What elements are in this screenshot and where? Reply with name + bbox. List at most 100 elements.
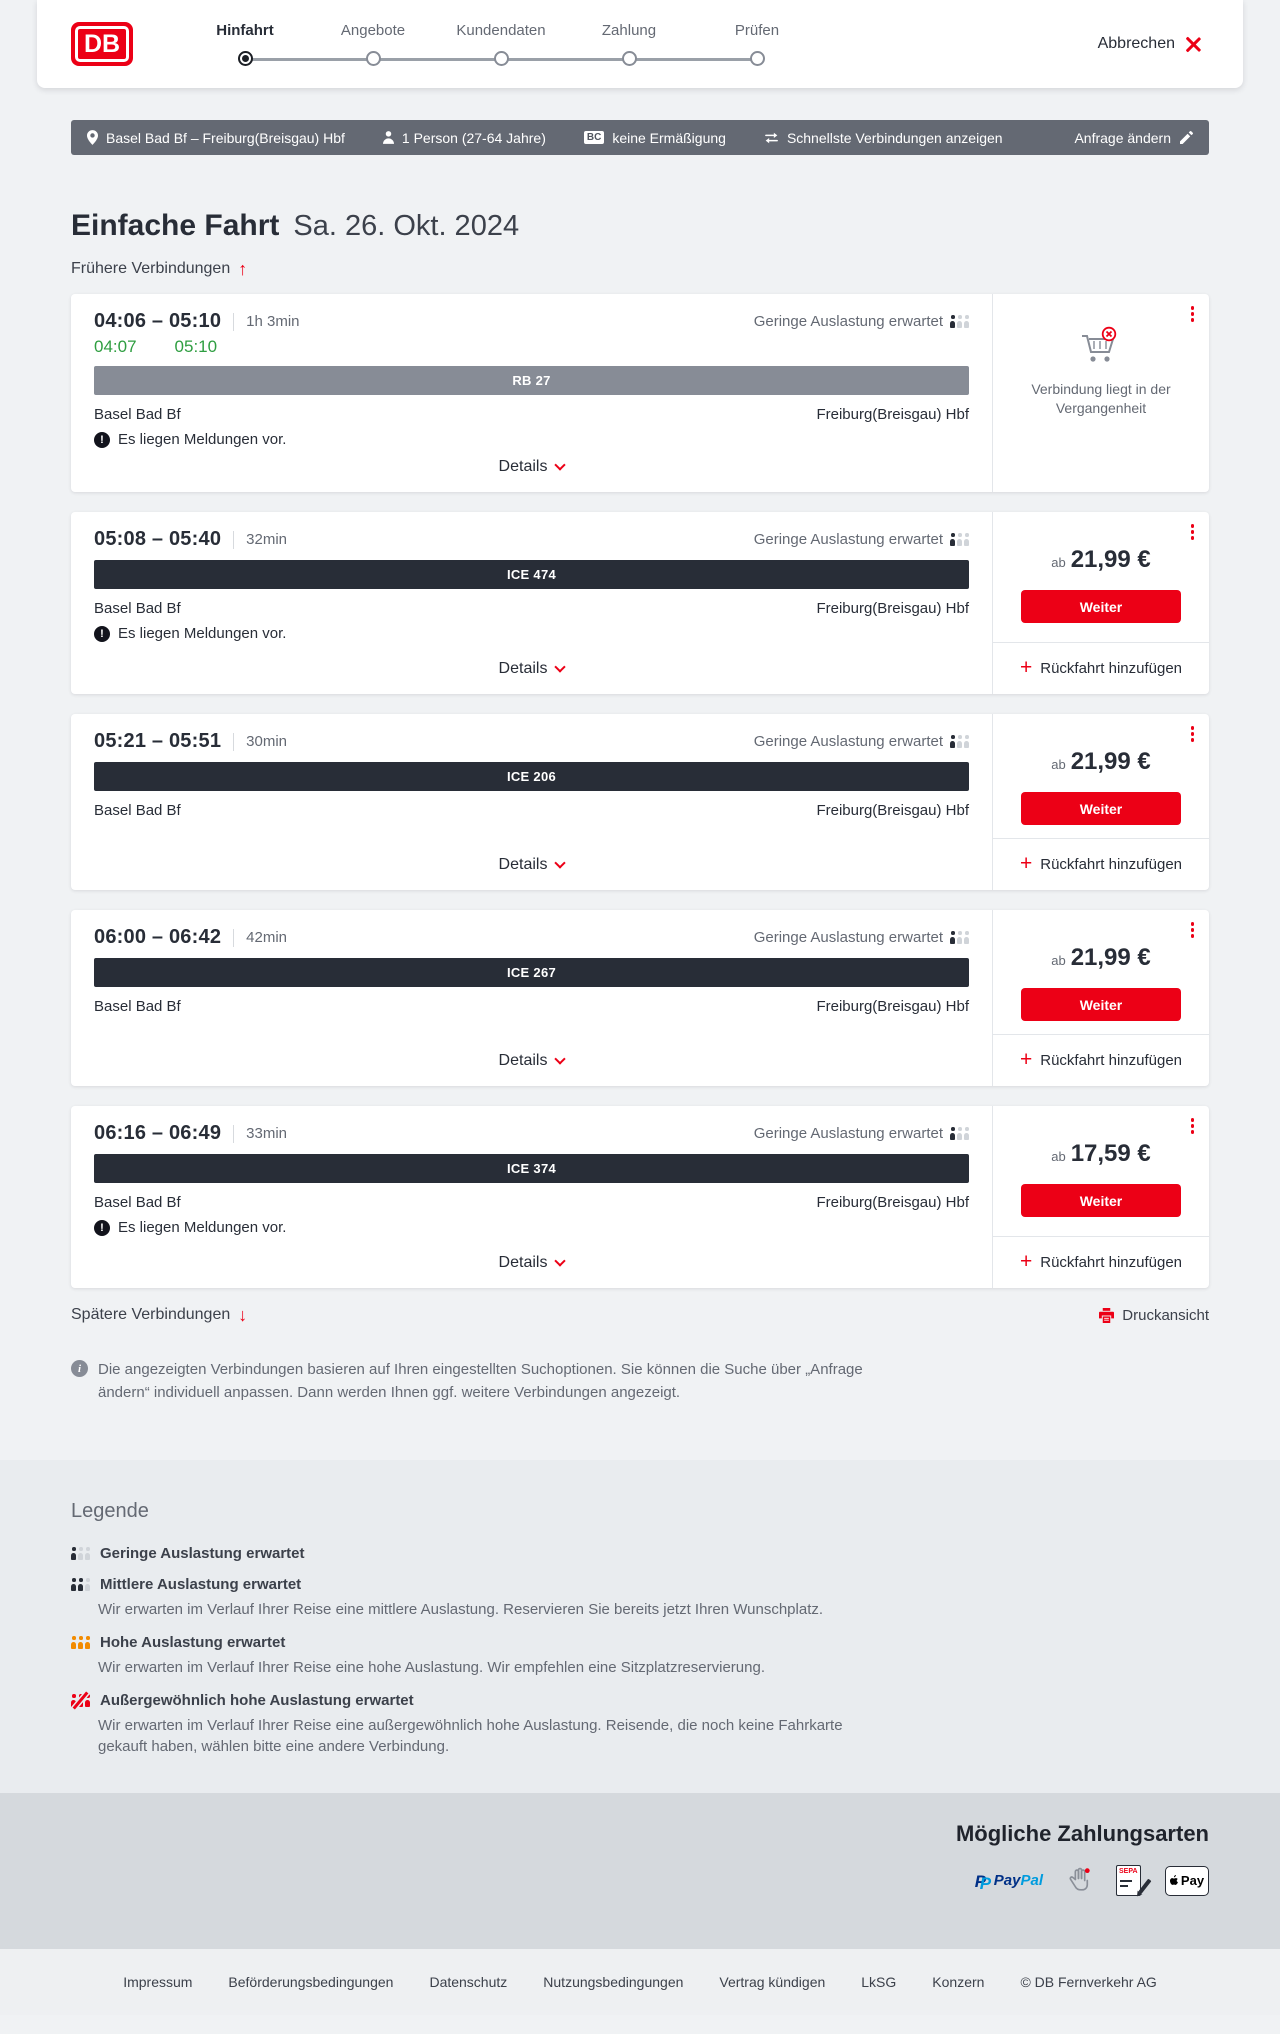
legend-item-description: Wir erwarten im Verlauf Ihrer Reise eine… — [98, 1601, 824, 1618]
add-return-button[interactable]: + Rückfahrt hinzufügen — [993, 838, 1209, 890]
info-icon: i — [71, 1360, 88, 1377]
travel-date: Sa. 26. Okt. 2024 — [293, 210, 520, 242]
occupancy-legend-icon — [71, 1547, 90, 1560]
print-view-link[interactable]: Druckansicht — [1099, 1307, 1209, 1324]
connection-duration: 42min — [246, 929, 288, 946]
legend-item-label: Hohe Auslastung erwartet — [100, 1634, 286, 1651]
add-return-button[interactable]: + Rückfahrt hinzufügen — [993, 1236, 1209, 1288]
occupancy-legend-icon — [71, 1636, 90, 1649]
details-toggle[interactable]: Details — [499, 1244, 567, 1276]
connection-main: 06:00 – 06:42 42min Geringe Auslastung e… — [71, 910, 992, 1086]
close-icon[interactable] — [1185, 36, 1201, 52]
more-options-menu[interactable] — [1189, 304, 1197, 324]
connection-card: 06:00 – 06:42 42min Geringe Auslastung e… — [71, 910, 1209, 1086]
details-toggle[interactable]: Details — [499, 846, 567, 878]
message-text: Es liegen Meldungen vor. — [118, 431, 287, 448]
connection-main: 06:16 – 06:49 33min Geringe Auslastung e… — [71, 1106, 992, 1288]
step-dot-icon — [621, 51, 637, 66]
db-logo-text: DB — [83, 29, 121, 58]
price-area: ab 17,59 € Weiter — [993, 1106, 1209, 1236]
train-segment-bar[interactable]: ICE 206 — [94, 762, 969, 791]
price-prefix: ab — [1051, 953, 1066, 968]
train-segment-bar[interactable]: RB 27 — [94, 366, 969, 395]
arrow-down-icon: ↓ — [238, 1305, 248, 1325]
fastest-connections-toggle[interactable]: Schnellste Verbindungen anzeigen — [764, 130, 1003, 146]
details-label: Details — [498, 1052, 548, 1069]
occupancy-icon — [950, 931, 969, 944]
plus-icon: + — [1019, 656, 1033, 679]
plus-icon: + — [1019, 852, 1033, 875]
person-icon — [382, 131, 394, 144]
connection-times: 05:21 – 05:51 — [94, 730, 222, 752]
search-summary-bar: Basel Bad Bf – Freiburg(Breisgau) Hbf 1 … — [71, 120, 1209, 155]
connection-times: 04:06 – 05:10 — [94, 310, 222, 332]
details-toggle[interactable]: Details — [499, 650, 567, 682]
train-segment-bar[interactable]: ICE 267 — [94, 958, 969, 987]
connection-duration: 30min — [246, 733, 288, 750]
add-return-button[interactable]: + Rückfahrt hinzufügen — [993, 1034, 1209, 1086]
step-label: Angebote — [340, 22, 406, 39]
more-options-menu[interactable] — [1189, 920, 1197, 940]
connection-side: ab 17,59 € Weiter + Rückfahrt hinzufügen — [992, 1106, 1209, 1288]
destination-station: Freiburg(Breisgau) Hbf — [816, 998, 969, 1015]
origin-station: Basel Bad Bf — [94, 802, 181, 819]
occupancy-indicator: Geringe Auslastung erwartet — [754, 531, 969, 548]
connection-main: 05:21 – 05:51 30min Geringe Auslastung e… — [71, 714, 992, 890]
footer-link-impressum[interactable]: Impressum — [123, 1974, 193, 1990]
earlier-connections-link[interactable]: Frühere Verbindungen ↑ — [71, 260, 247, 278]
sepa-direct-debit-icon: SEPA — [1116, 1865, 1151, 1896]
price-area: ab 21,99 € Weiter — [993, 512, 1209, 642]
stepper-step-zahlung[interactable]: Zahlung — [501, 22, 693, 66]
app-header: DB Hinfahrt Angebote Kundendaten Zahlung… — [37, 0, 1243, 88]
cancel-button[interactable]: Abbrechen — [1098, 35, 1201, 53]
footer-link-konzern[interactable]: Konzern — [932, 1974, 985, 1990]
footer-link-lksg[interactable]: LkSG — [861, 1974, 897, 1990]
more-options-menu[interactable] — [1189, 522, 1197, 542]
step-dot-icon — [237, 51, 253, 66]
train-segment-bar[interactable]: ICE 474 — [94, 560, 969, 589]
alert-icon: ! — [94, 625, 110, 642]
stepper-step-angebote[interactable]: Angebote — [245, 22, 437, 66]
discount-label: keine Ermäßigung — [612, 129, 726, 146]
weiter-button[interactable]: Weiter — [1021, 1184, 1181, 1217]
occupancy-label: Geringe Auslastung erwartet — [753, 733, 943, 750]
footer-link-bef-rderungsbedingungen[interactable]: Beförderungsbedingungen — [228, 1974, 394, 1990]
legend-item-label: Geringe Auslastung erwartet — [100, 1545, 305, 1562]
weiter-button[interactable]: Weiter — [1021, 792, 1181, 825]
details-toggle[interactable]: Details — [499, 448, 567, 480]
edit-request-button[interactable]: Anfrage ändern — [1074, 130, 1193, 146]
later-connections-label: Spätere Verbindungen — [71, 1306, 231, 1323]
occupancy-indicator: Geringe Auslastung erwartet — [754, 929, 969, 946]
connection-list: 04:06 – 05:10 1h 3min Geringe Auslastung… — [71, 294, 1209, 1288]
train-segment-bar[interactable]: ICE 374 — [94, 1154, 969, 1183]
occupancy-label: Geringe Auslastung erwartet — [753, 531, 943, 548]
footer-link-datenschutz[interactable]: Datenschutz — [429, 1974, 508, 1990]
connection-card: 04:06 – 05:10 1h 3min Geringe Auslastung… — [71, 294, 1209, 492]
later-connections-link[interactable]: Spätere Verbindungen ↓ — [71, 1306, 247, 1324]
footer-link-nutzungsbedingungen[interactable]: Nutzungsbedingungen — [543, 1974, 684, 1990]
connection-main: 04:06 – 05:10 1h 3min Geringe Auslastung… — [71, 294, 992, 492]
weiter-button[interactable]: Weiter — [1021, 590, 1181, 623]
checkout-stepper: Hinfahrt Angebote Kundendaten Zahlung Pr… — [181, 22, 821, 66]
weiter-button[interactable]: Weiter — [1021, 988, 1181, 1021]
origin-station: Basel Bad Bf — [94, 998, 181, 1015]
occupancy-icon — [950, 735, 969, 748]
stepper-step-prüfen[interactable]: Prüfen — [629, 22, 821, 66]
separator — [233, 1124, 235, 1143]
footer-link-vertrag-k-ndigen[interactable]: Vertrag kündigen — [719, 1974, 826, 1990]
more-options-menu[interactable] — [1189, 724, 1197, 744]
route-chip: Basel Bad Bf – Freiburg(Breisgau) Hbf — [87, 130, 345, 146]
step-label: Hinfahrt — [216, 22, 274, 39]
apple-pay-icon: Pay — [1165, 1865, 1209, 1896]
stepper-step-hinfahrt[interactable]: Hinfahrt — [181, 22, 309, 66]
step-label: Prüfen — [734, 22, 780, 39]
chevron-down-icon — [554, 660, 567, 673]
add-return-button[interactable]: + Rückfahrt hinzufügen — [993, 642, 1209, 694]
stepper-step-kundendaten[interactable]: Kundendaten — [373, 22, 565, 66]
details-toggle[interactable]: Details — [498, 1042, 567, 1074]
add-return-label: Rückfahrt hinzufügen — [1040, 660, 1183, 677]
more-options-menu[interactable] — [1189, 1116, 1197, 1136]
legend-item-label: Mittlere Auslastung erwartet — [100, 1576, 302, 1593]
